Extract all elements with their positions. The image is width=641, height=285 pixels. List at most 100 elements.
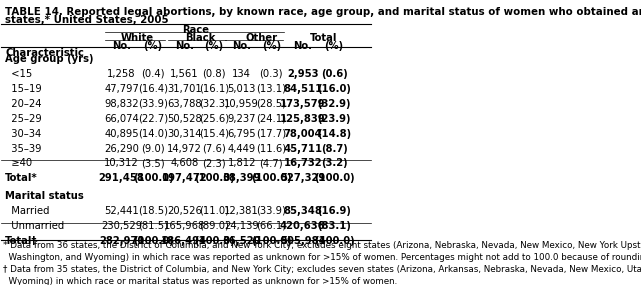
- Text: No.: No.: [175, 41, 194, 51]
- Text: (0.8): (0.8): [202, 69, 226, 79]
- Text: Married: Married: [5, 206, 49, 216]
- Text: (83.1): (83.1): [317, 221, 351, 231]
- Text: (9.0): (9.0): [141, 144, 165, 154]
- Text: † Data from 35 states, the District of Columbia, and New York City; excludes sev: † Data from 35 states, the District of C…: [3, 265, 641, 274]
- Text: 420,636: 420,636: [280, 221, 326, 231]
- Text: 10,959: 10,959: [224, 99, 259, 109]
- Text: (17.7): (17.7): [256, 129, 287, 139]
- Text: Race: Race: [182, 25, 209, 35]
- Text: Total*: Total*: [5, 173, 38, 183]
- Text: (100.0): (100.0): [194, 236, 234, 246]
- Text: 47,797: 47,797: [104, 84, 139, 94]
- Text: 9,237: 9,237: [228, 114, 256, 124]
- Text: 186,494: 186,494: [162, 236, 208, 246]
- Text: (28.5): (28.5): [256, 99, 287, 109]
- Text: Total†: Total†: [5, 236, 37, 246]
- Text: Characteristic: Characteristic: [5, 48, 84, 58]
- Text: (3.2): (3.2): [320, 158, 347, 168]
- Text: (32.3): (32.3): [199, 99, 229, 109]
- Text: 230,529: 230,529: [101, 221, 142, 231]
- Text: 5,013: 5,013: [228, 84, 256, 94]
- Text: 30,314: 30,314: [167, 129, 202, 139]
- Text: 282,970: 282,970: [99, 236, 144, 246]
- Text: 165,968: 165,968: [163, 221, 205, 231]
- Text: Total: Total: [310, 33, 338, 43]
- Text: (23.9): (23.9): [317, 114, 351, 124]
- Text: 30–34: 30–34: [5, 129, 41, 139]
- Text: (22.7): (22.7): [138, 114, 168, 124]
- Text: states,* United States, 2005: states,* United States, 2005: [5, 15, 169, 25]
- Text: 15–19: 15–19: [5, 84, 42, 94]
- Text: Washington, and Wyoming) in which race was reported as unknown for >15% of women: Washington, and Wyoming) in which race w…: [3, 253, 641, 262]
- Text: 78,004: 78,004: [283, 129, 322, 139]
- Text: 4,449: 4,449: [228, 144, 256, 154]
- Text: (18.5): (18.5): [138, 206, 168, 216]
- Text: 45,711: 45,711: [283, 144, 322, 154]
- Text: (14.0): (14.0): [138, 129, 168, 139]
- Text: 16,732: 16,732: [283, 158, 322, 168]
- Text: 134: 134: [232, 69, 251, 79]
- Text: 85,348: 85,348: [283, 206, 322, 216]
- Text: Other: Other: [246, 33, 278, 43]
- Text: (14.8): (14.8): [317, 129, 351, 139]
- Text: (25.6): (25.6): [199, 114, 229, 124]
- Text: 20–24: 20–24: [5, 99, 42, 109]
- Text: (24.1): (24.1): [256, 114, 287, 124]
- Text: 505,984: 505,984: [279, 236, 326, 246]
- Text: White: White: [121, 33, 154, 43]
- Text: (33.9): (33.9): [256, 206, 286, 216]
- Text: TABLE 14. Reported legal abortions, by known race, age group, and marital status: TABLE 14. Reported legal abortions, by k…: [5, 7, 641, 17]
- Text: No.: No.: [293, 41, 312, 51]
- Text: (11.0): (11.0): [199, 206, 229, 216]
- Text: (15.4): (15.4): [199, 129, 229, 139]
- Text: (100.0): (100.0): [133, 236, 173, 246]
- Text: (%): (%): [262, 41, 281, 51]
- Text: 24,139: 24,139: [224, 221, 259, 231]
- Text: 84,511: 84,511: [283, 84, 322, 94]
- Text: (81.5): (81.5): [138, 221, 168, 231]
- Text: 52,441: 52,441: [104, 206, 139, 216]
- Text: Marital status: Marital status: [5, 191, 84, 201]
- Text: 173,579: 173,579: [280, 99, 326, 109]
- Text: Wyoming) in which race or marital status was reported as unknown for >15% of wom: Wyoming) in which race or marital status…: [3, 277, 397, 285]
- Text: <15: <15: [5, 69, 32, 79]
- Text: (3.5): (3.5): [141, 158, 165, 168]
- Text: 12,381: 12,381: [224, 206, 259, 216]
- Text: (100.0): (100.0): [194, 173, 234, 183]
- Text: (16.1): (16.1): [199, 84, 229, 94]
- Text: 38,399: 38,399: [222, 173, 261, 183]
- Text: 125,839: 125,839: [280, 114, 326, 124]
- Text: 197,472: 197,472: [162, 173, 207, 183]
- Text: (89.0): (89.0): [199, 221, 229, 231]
- Text: (0.3): (0.3): [260, 69, 283, 79]
- Text: 1,561: 1,561: [170, 69, 199, 79]
- Text: 63,788: 63,788: [167, 99, 202, 109]
- Text: 4,608: 4,608: [171, 158, 199, 168]
- Text: 31,701: 31,701: [167, 84, 202, 94]
- Text: (100.0): (100.0): [251, 236, 292, 246]
- Text: (11.6): (11.6): [256, 144, 287, 154]
- Text: * Data from 36 states, the District of Columbia, and New York City; excludes eig: * Data from 36 states, the District of C…: [3, 241, 641, 250]
- Text: 2,953: 2,953: [287, 69, 319, 79]
- Text: No.: No.: [232, 41, 251, 51]
- Text: (32.9): (32.9): [317, 99, 351, 109]
- Text: 6,795: 6,795: [228, 129, 256, 139]
- Text: 20,526: 20,526: [167, 206, 202, 216]
- Text: (%): (%): [144, 41, 163, 51]
- Text: (%): (%): [204, 41, 224, 51]
- Text: 50,528: 50,528: [167, 114, 202, 124]
- Text: 1,812: 1,812: [228, 158, 256, 168]
- Text: (13.1): (13.1): [256, 84, 287, 94]
- Text: 25–29: 25–29: [5, 114, 42, 124]
- Text: 527,329: 527,329: [280, 173, 325, 183]
- Text: 36,520: 36,520: [222, 236, 261, 246]
- Text: (0.4): (0.4): [141, 69, 165, 79]
- Text: (100.0): (100.0): [133, 173, 173, 183]
- Text: (100.0): (100.0): [313, 173, 354, 183]
- Text: (0.6): (0.6): [320, 69, 347, 79]
- Text: (7.6): (7.6): [202, 144, 226, 154]
- Text: 40,895: 40,895: [104, 129, 139, 139]
- Text: 35–39: 35–39: [5, 144, 42, 154]
- Text: (33.9): (33.9): [138, 99, 168, 109]
- Text: Black: Black: [185, 33, 215, 43]
